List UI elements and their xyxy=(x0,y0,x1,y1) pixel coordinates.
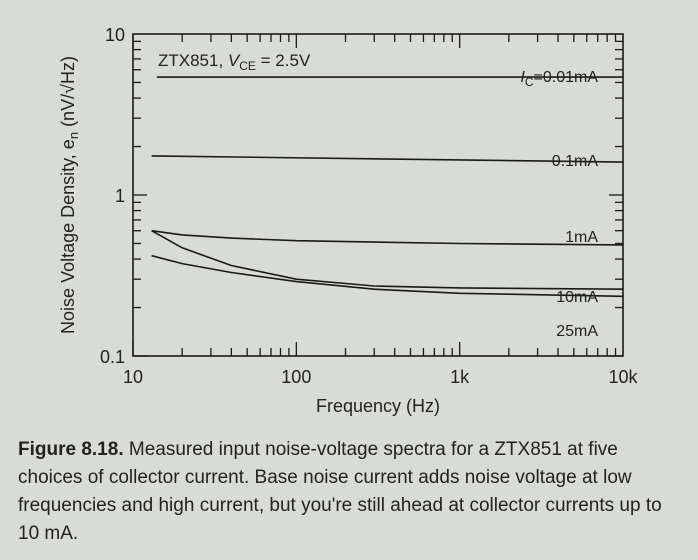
series-label-ic-rest: =0.01mA xyxy=(534,69,599,86)
series-line-10mA xyxy=(151,230,624,290)
series-line-25mA xyxy=(151,254,624,298)
series-label-ic-sub: C xyxy=(525,75,534,89)
y-axis-label-main: Noise Voltage Density, e xyxy=(58,139,78,334)
x-axis-label: Frequency (Hz) xyxy=(316,396,440,416)
series-label-ic: I xyxy=(520,69,525,86)
caption-label: Figure 8.18. xyxy=(18,439,124,460)
figure-caption: Figure 8.18. Measured input noise-voltag… xyxy=(18,436,683,548)
series-label-25mA: 25mA xyxy=(556,323,598,340)
y-axis-label: Noise Voltage Density, en (nV/√Hz) xyxy=(58,56,81,334)
y-axis-label-units: (nV/√Hz) xyxy=(58,56,78,132)
axis-ticks: 10 100 1k 10k 0.1 1 10 xyxy=(100,25,639,387)
x-tick-label: 1k xyxy=(450,367,470,387)
noise-chart: 10 100 1k 10k 0.1 1 10 ZTX851, VCE = 2.5V IC=0… xyxy=(58,25,639,416)
series-lines xyxy=(151,76,624,298)
x-tick-label: 10k xyxy=(608,367,638,387)
series-label-1mA: 1mA xyxy=(565,229,598,246)
series-line-1mA xyxy=(151,229,624,246)
chart-title: ZTX851, VCE = 2.5V xyxy=(158,51,311,73)
series-line-0.1mA xyxy=(151,155,624,163)
y-tick-label: 1 xyxy=(115,186,125,206)
series-label-10mA: 10mA xyxy=(556,289,598,306)
x-tick-label: 100 xyxy=(281,367,311,387)
y-axis-label-sub: n xyxy=(66,132,81,139)
caption-text: Measured input noise-voltage spectra for… xyxy=(18,439,662,544)
chart-title-device: ZTX851, xyxy=(158,51,228,70)
y-tick-label: 10 xyxy=(105,25,125,45)
chart-title-sub: CE xyxy=(239,59,256,73)
series-label-0.01mA: IC=0.01mA xyxy=(520,69,598,89)
series-label-0.1mA: 0.1mA xyxy=(552,153,599,170)
x-tick-label: 10 xyxy=(123,367,143,387)
chart-title-rest: = 2.5V xyxy=(256,51,311,70)
chart-title-v: V xyxy=(228,51,241,70)
y-tick-label: 0.1 xyxy=(100,347,125,367)
